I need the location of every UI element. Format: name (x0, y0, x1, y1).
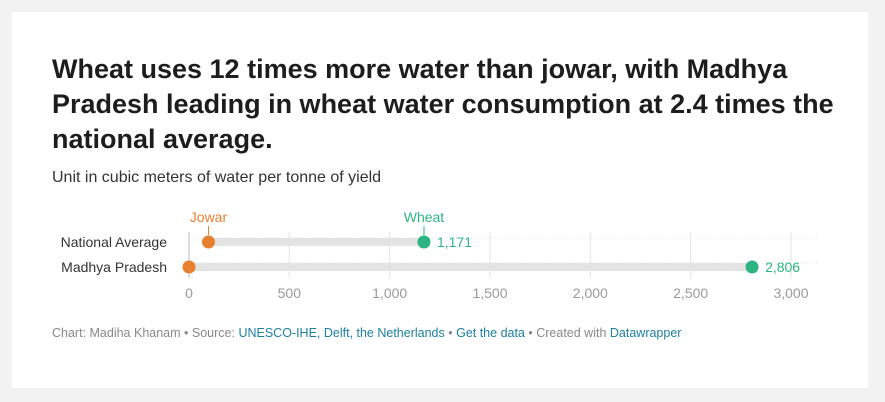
chart-title: Wheat uses 12 times more water than jowa… (52, 54, 834, 154)
wheat-dot (417, 235, 431, 249)
x-axis-tick-labels: 0 500 1,000 1,500 2,000 2,500 3,000 (185, 285, 809, 301)
jowar-dot (182, 260, 196, 274)
series-label-wheat: Wheat (404, 209, 445, 225)
chart-credit: Chart: Madiha Khanam (52, 326, 181, 340)
range-bar (208, 238, 424, 246)
value-label: 2,806 (765, 259, 800, 275)
series-label-jowar: Jowar (190, 209, 228, 225)
x-tick-label: 3,000 (773, 285, 808, 301)
category-label: National Average (61, 234, 168, 250)
jowar-dot (201, 235, 215, 249)
row-madhya-pradesh: Madhya Pradesh 2,806 (61, 259, 800, 275)
x-tick-label: 2,000 (573, 285, 608, 301)
chart-subtitle: Unit in cubic meters of water per tonne … (52, 169, 382, 186)
x-tick-label: 1,000 (372, 285, 407, 301)
chart-card: Wheat uses 12 times more water than jowa… (12, 12, 868, 388)
category-label: Madhya Pradesh (61, 259, 167, 275)
x-tick-label: 1,500 (472, 285, 507, 301)
plot-rows: National Average 1,171 Madhya Pradesh 2,806 (61, 234, 801, 275)
value-label: 1,171 (437, 234, 472, 250)
wheat-dot (745, 260, 759, 274)
range-bar (189, 263, 753, 271)
x-tick-label: 500 (278, 285, 302, 301)
series-labels: Jowar Wheat (190, 209, 445, 235)
dot-plot: 0 500 1,000 1,500 2,000 2,500 3,000 National A… (61, 209, 817, 301)
row-national-average: National Average 1,171 (61, 234, 473, 250)
source-link[interactable]: UNESCO-IHE, Delft, the Netherlands (238, 326, 445, 340)
get-data-link[interactable]: Get the data (456, 326, 525, 340)
datawrapper-link[interactable]: Datawrapper (609, 326, 682, 340)
x-tick-label: 0 (185, 285, 193, 301)
chart-footer: Chart: Madiha Khanam • Source: UNESCO-IH… (52, 326, 682, 340)
x-tick-label: 2,500 (673, 285, 708, 301)
